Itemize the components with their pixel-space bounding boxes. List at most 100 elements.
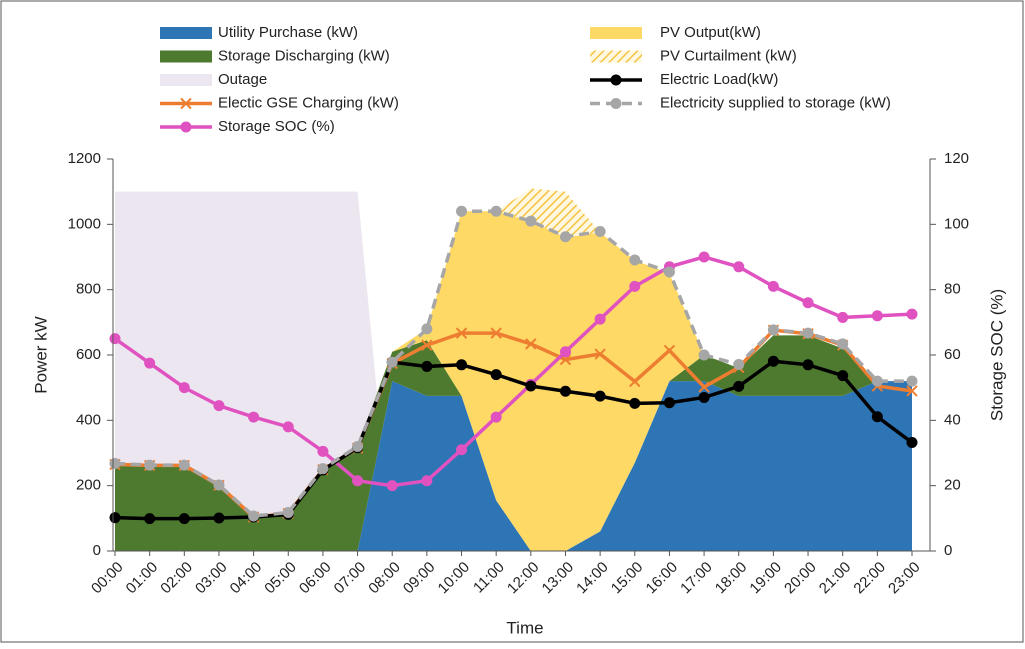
legend-swatch [590,50,642,63]
legend-label: Electic GSE Charging (kW) [218,94,399,111]
marker [490,411,502,423]
marker [698,381,710,393]
marker [386,480,398,492]
marker [871,411,883,423]
y2-tick-label: 20 [944,477,961,494]
marker [213,479,225,491]
marker [213,512,225,524]
marker [559,385,571,397]
legend-label: PV Curtailment (kW) [660,47,797,64]
marker [629,280,641,292]
marker [490,327,502,339]
marker [698,349,710,361]
y2-tick-label: 60 [944,346,961,363]
marker [629,375,641,388]
legend-label: Outage [218,71,267,88]
marker [317,463,329,475]
marker [837,338,849,350]
marker [144,459,156,471]
y2-tick-label: 0 [944,542,952,559]
legend-label: Storage SOC (%) [218,118,335,135]
marker [248,411,260,423]
marker [629,397,641,409]
y2-tick-label: 40 [944,411,961,428]
legend-label: PV Output(kW) [660,24,761,41]
marker [698,251,710,263]
y-tick-label: 400 [76,411,101,428]
legend-marker [180,97,192,110]
marker [490,369,502,381]
marker [594,313,606,325]
marker [213,400,225,412]
marker [871,375,883,387]
marker [871,310,883,322]
y2-axis-title: Storage SOC (%) [987,289,1006,421]
marker [421,323,433,335]
marker [629,254,641,266]
marker [282,506,294,518]
marker [456,359,468,371]
marker [767,280,779,292]
marker [144,513,156,525]
y-tick-label: 600 [76,346,101,363]
x-axis-title: Time [506,618,543,637]
marker [525,215,537,227]
marker [421,360,433,372]
y-axis-title: Power kW [31,316,50,393]
line [114,359,914,521]
marker [109,512,121,524]
marker [282,421,294,433]
marker [144,357,156,369]
marker [525,338,537,350]
marker [421,339,433,351]
legend-marker [610,74,622,86]
marker [767,355,779,367]
marker [802,359,814,371]
marker [594,226,606,238]
legend-swatch [160,74,212,86]
marker [248,510,260,522]
legend-label: Utility Purchase (kW) [218,24,358,41]
marker [733,358,745,370]
y-tick-label: 0 [93,542,101,559]
legend-swatch [160,27,212,39]
y2-tick-label: 100 [944,215,969,232]
marker [317,445,329,457]
marker [386,356,398,368]
line [113,255,913,488]
legend-swatch [160,50,212,63]
y-tick-label: 1200 [68,150,101,167]
marker [906,308,918,320]
marker [490,205,502,217]
marker [456,205,468,217]
marker [906,385,918,397]
legend-marker [180,121,192,133]
marker [455,327,468,339]
marker [109,333,121,345]
marker [456,444,468,456]
marker [352,475,364,487]
marker [594,390,606,402]
marker [421,475,433,487]
area [115,335,912,551]
area [115,381,912,551]
y-tick-label: 1000 [68,215,101,232]
y-tick-label: 800 [76,281,101,298]
marker [837,311,849,323]
marker [352,440,364,452]
marker [802,297,814,309]
marker [663,266,675,278]
y-tick-label: 200 [76,477,101,494]
marker [802,327,814,339]
marker [733,261,745,273]
marker [663,344,676,357]
legend-label: Electric Load(kW) [660,71,778,88]
marker [906,375,918,387]
marker [178,459,190,471]
marker [698,391,710,403]
marker [559,346,571,358]
y2-tick-label: 120 [944,150,969,167]
marker [178,513,190,525]
line [114,209,912,518]
